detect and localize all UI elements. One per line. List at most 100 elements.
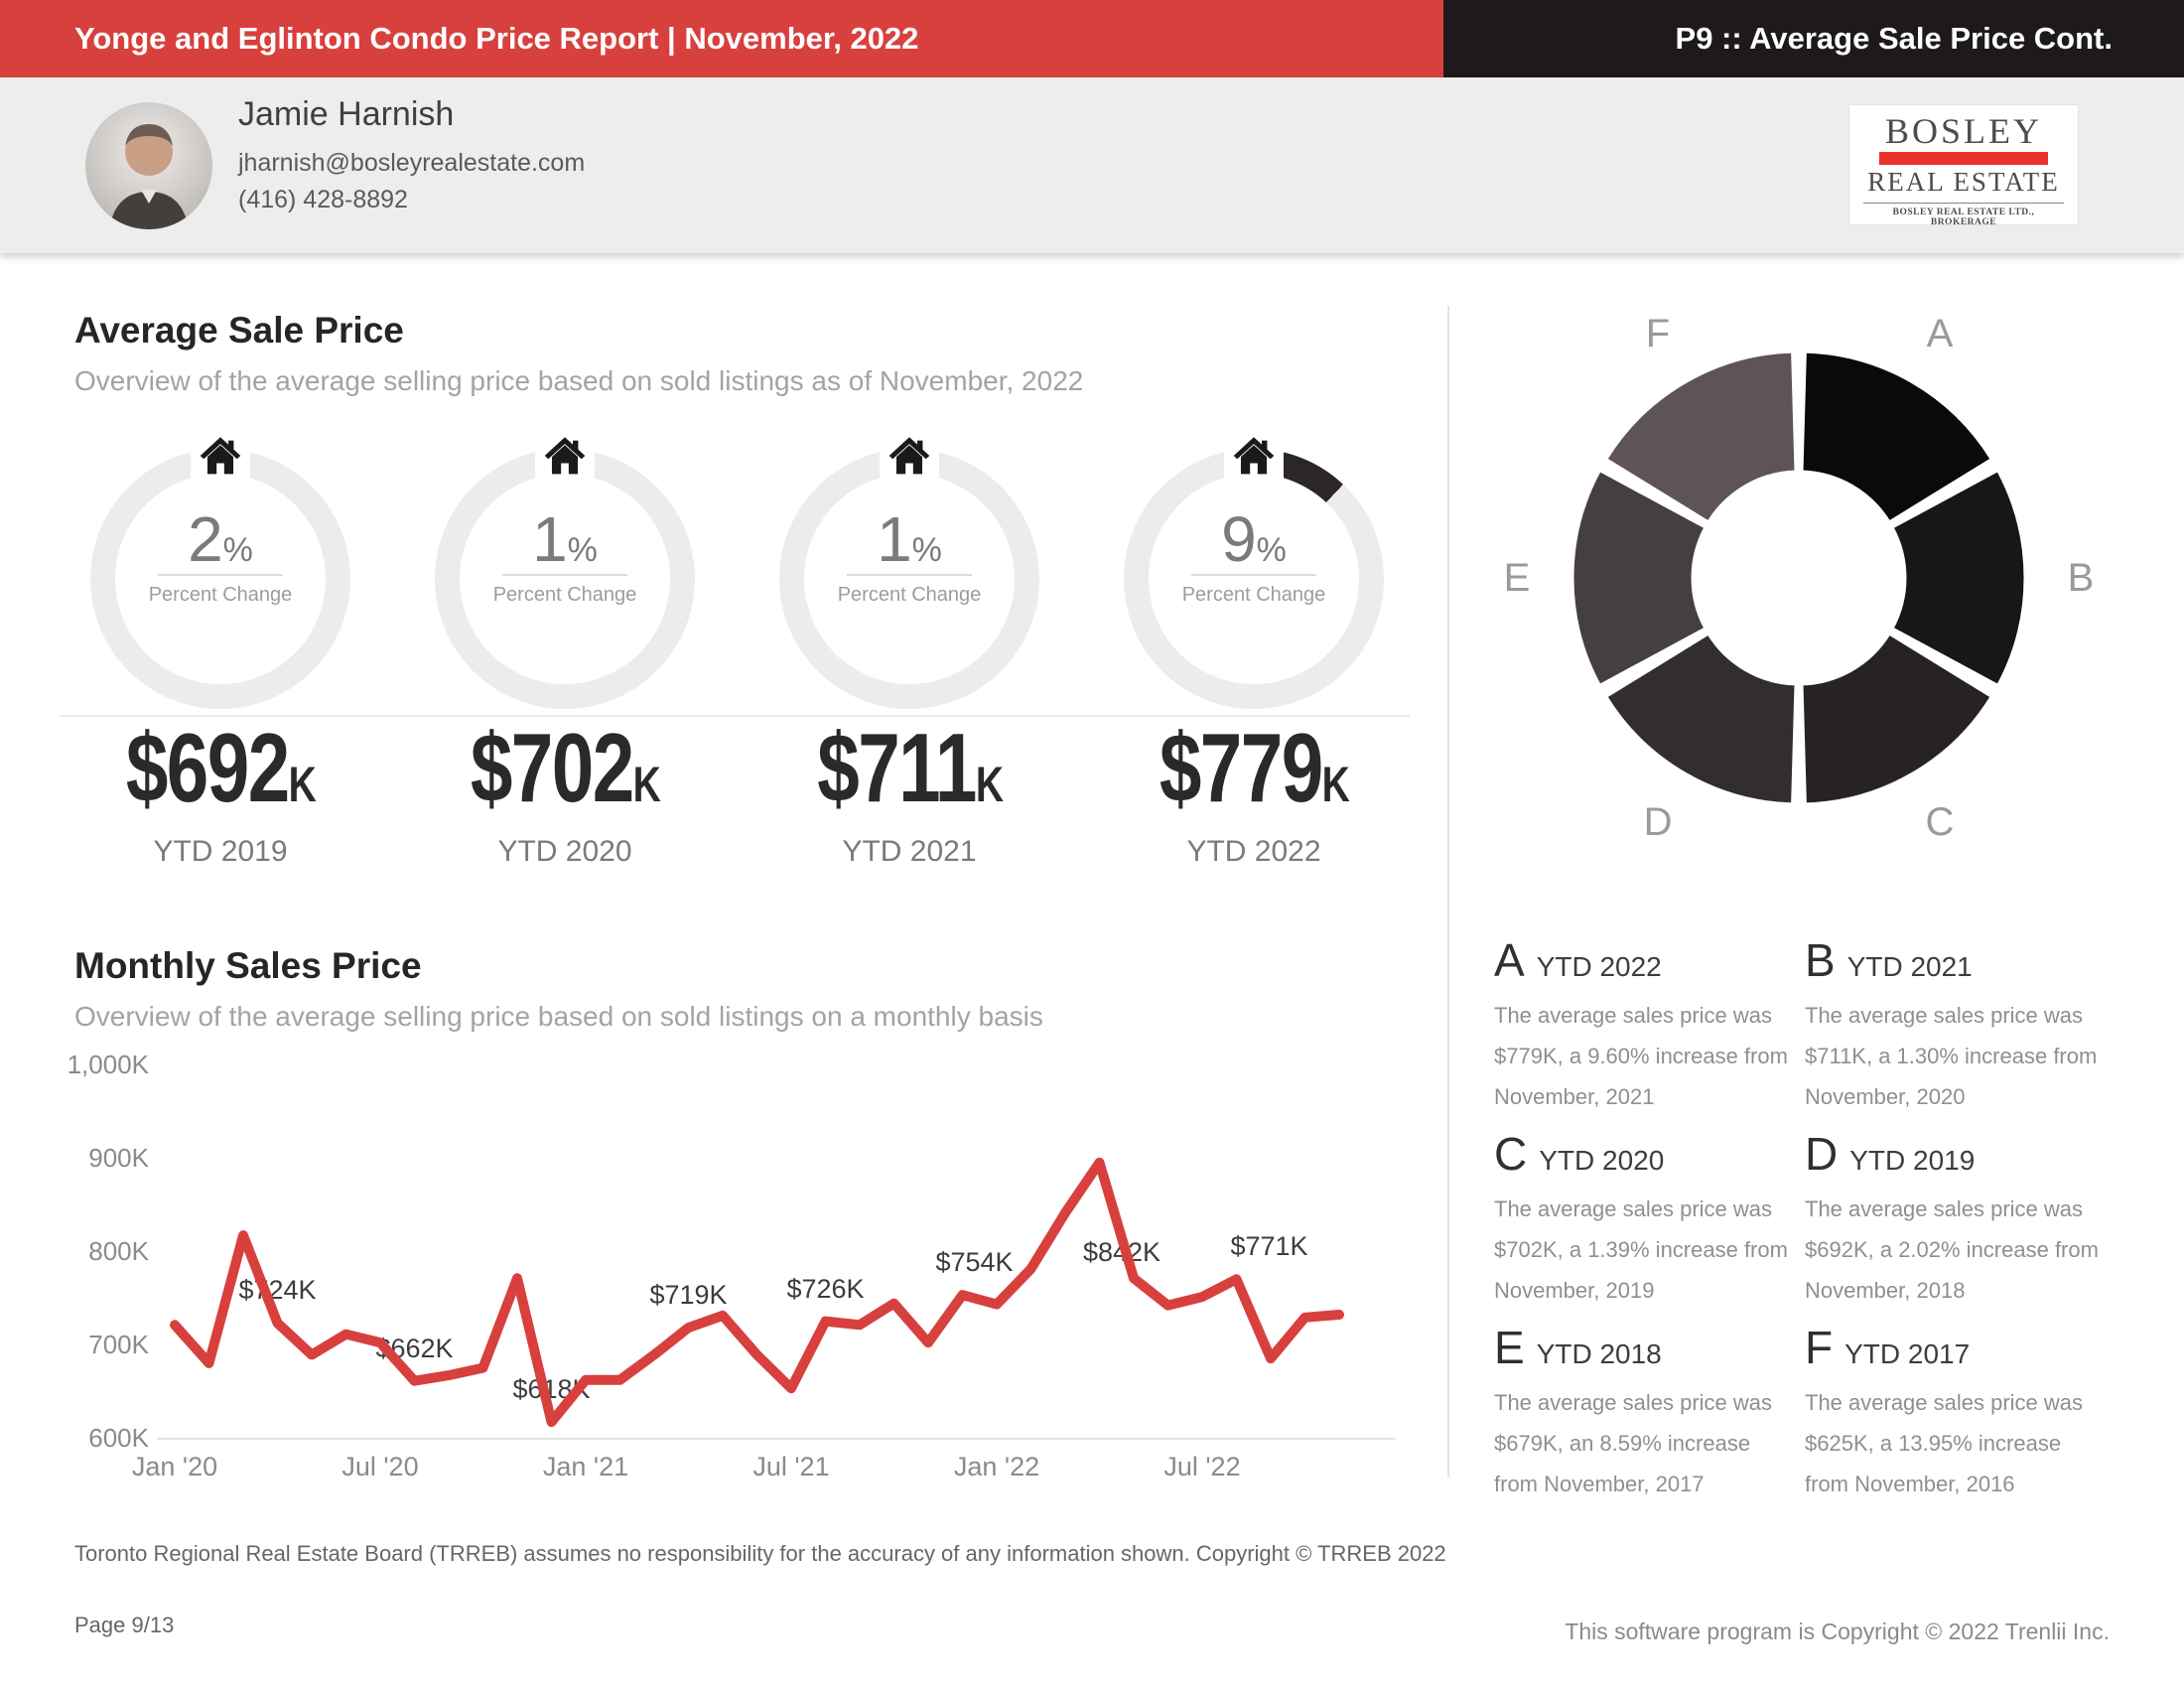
software-copyright: This software program is Copyright © 202…: [1565, 1618, 2110, 1644]
data-point-label: $771K: [1230, 1231, 1308, 1262]
vertical-divider: [1447, 306, 1449, 1477]
price-period: YTD 2020: [497, 835, 632, 868]
page-section-label: P9 :: Average Sale Price Cont.: [1675, 21, 2113, 56]
donut-segment-label: A: [1927, 312, 1954, 355]
legend-block-F: F YTD 2017 The average sales price was $62…: [1805, 1321, 2116, 1514]
house-icon: [1233, 437, 1275, 475]
donut-segment-label: E: [1504, 556, 1531, 600]
legend-block-D: D YTD 2019 The average sales price was $69…: [1805, 1127, 2116, 1321]
report-title: Yonge and Eglinton Condo Price Report | …: [74, 21, 919, 56]
legend-block-C: C YTD 2020 The average sales price was $70…: [1494, 1127, 1805, 1321]
monthly-sales-subtitle: Overview of the average selling price ba…: [74, 1001, 1043, 1032]
header-page-bar: [1443, 0, 2184, 77]
legend-period: YTD 2020: [1539, 1145, 1665, 1176]
x-tick-label: Jan '21: [542, 1452, 629, 1481]
price-value: $692K: [125, 713, 317, 822]
page-number: Page 9/13: [74, 1613, 175, 1637]
gauge-label: Percent Change: [1181, 584, 1326, 606]
price-value: $711K: [816, 713, 1004, 822]
legend-header: F YTD 2017: [1805, 1321, 2116, 1374]
price-ytd-2019: $692K YTD 2019: [52, 713, 389, 869]
data-point-label: $754K: [935, 1247, 1014, 1278]
avg-sale-price-subtitle: Overview of the average selling price ba…: [74, 365, 1084, 396]
legend-period: YTD 2022: [1536, 951, 1662, 982]
legend-header: E YTD 2018: [1494, 1321, 1805, 1374]
legend-header: B YTD 2021: [1805, 933, 2116, 987]
house-icon: [888, 437, 930, 475]
price-value: $702K: [470, 713, 661, 822]
gauge-percent-value: 1%: [532, 503, 598, 575]
price-period: YTD 2022: [1186, 835, 1321, 868]
ytd-comparison-donut-chart: A B C D E F: [1504, 312, 2095, 844]
agent-email: jharnish@bosleyrealestate.com: [238, 149, 586, 177]
legend-body-text: The average sales price was $702K, a 1.3…: [1494, 1196, 1788, 1303]
legend-body-text: The average sales price was $711K, a 1.3…: [1805, 1003, 2098, 1109]
donut-segment-label: B: [2068, 556, 2095, 600]
gauge-label: Percent Change: [148, 584, 293, 606]
x-tick-label: Jan '22: [953, 1452, 1040, 1481]
donut-segment-A: [1800, 350, 1994, 524]
legend-header: A YTD 2022: [1494, 933, 1805, 987]
legend-letter: E: [1494, 1322, 1525, 1373]
data-point-label: $719K: [649, 1280, 728, 1311]
donut-segment-label: D: [1644, 800, 1673, 844]
legend-period: YTD 2018: [1536, 1338, 1662, 1369]
logo-line3: BOSLEY REAL ESTATE LTD., BROKERAGE: [1863, 203, 2064, 227]
agent-contact-band: Jamie Harnish jharnish@bosleyrealestate.…: [0, 77, 2184, 253]
gauge-divider: [847, 574, 972, 576]
price-line-series: [170, 1157, 1344, 1428]
legend-block-A: A YTD 2022 The average sales price was $77…: [1494, 933, 1805, 1127]
gauge-icon-box: [880, 427, 939, 485]
avg-sale-price-title: Average Sale Price: [74, 310, 404, 351]
legend-header: D YTD 2019: [1805, 1127, 2116, 1181]
agent-phone: (416) 428-8892: [238, 186, 408, 213]
avatar-photo-placeholder: [85, 102, 212, 229]
gauge-label: Percent Change: [492, 584, 637, 606]
house-icon: [544, 437, 586, 475]
gauge-ytd-2020: 1% Percent Change: [435, 427, 695, 709]
donut-segment-label: C: [1926, 800, 1955, 844]
x-axis-line: [157, 1438, 1396, 1440]
legend-period: YTD 2021: [1846, 951, 1973, 982]
data-point-label: $726K: [786, 1273, 865, 1304]
data-point-label: $618K: [512, 1374, 591, 1405]
gauge-hole: [804, 474, 1015, 684]
house-icon: [200, 437, 241, 475]
logo-red-bar: [1879, 152, 2048, 165]
y-tick-label: 700K: [88, 1330, 149, 1359]
gauge-icon-box: [191, 427, 250, 485]
agent-name: Jamie Harnish: [238, 95, 455, 133]
donut-segment-F: [1603, 350, 1798, 524]
donut-segment-C: [1800, 632, 1994, 806]
legend-header: C YTD 2020: [1494, 1127, 1805, 1181]
legend-letter: D: [1805, 1128, 1839, 1180]
y-tick-label: 1,000K: [67, 1050, 149, 1079]
donut-segment-D: [1603, 632, 1798, 806]
gauge-hole: [460, 474, 670, 684]
logo-line1: BOSLEY: [1884, 111, 2042, 151]
price-period: YTD 2019: [153, 835, 288, 868]
x-tick-label: Jul '22: [1163, 1452, 1241, 1481]
gauge-divider: [1191, 574, 1316, 576]
donut-segment-E: [1570, 468, 1707, 688]
x-tick-label: Jul '21: [752, 1452, 830, 1481]
gauge-ytd-2021: 1% Percent Change: [779, 427, 1039, 709]
gauge-icon-box: [1224, 427, 1284, 485]
legend-period: YTD 2017: [1844, 1338, 1971, 1369]
logo-line2: REAL ESTATE: [1867, 167, 2060, 197]
gauge-icon-box: [535, 427, 595, 485]
x-tick-label: Jan '20: [131, 1452, 218, 1481]
legend-body-text: The average sales price was $679K, an 8.…: [1494, 1390, 1773, 1496]
gauge-ytd-2019: 2% Percent Change: [90, 427, 350, 709]
price-ytd-2020: $702K YTD 2020: [396, 713, 734, 869]
gauge-hole: [1149, 474, 1359, 684]
donut-segment-B: [1890, 468, 2027, 688]
ytd-legend-blocks: A YTD 2022 The average sales price was $77…: [1494, 933, 2116, 1514]
legend-letter: A: [1494, 934, 1525, 986]
gauge-divider: [502, 574, 627, 576]
legend-period: YTD 2019: [1849, 1145, 1976, 1176]
price-value: $779K: [1159, 713, 1350, 822]
legend-letter: B: [1805, 934, 1836, 986]
gauge-percent-value: 2%: [188, 503, 253, 575]
legend-body-text: The average sales price was $779K, a 9.6…: [1494, 1003, 1788, 1109]
